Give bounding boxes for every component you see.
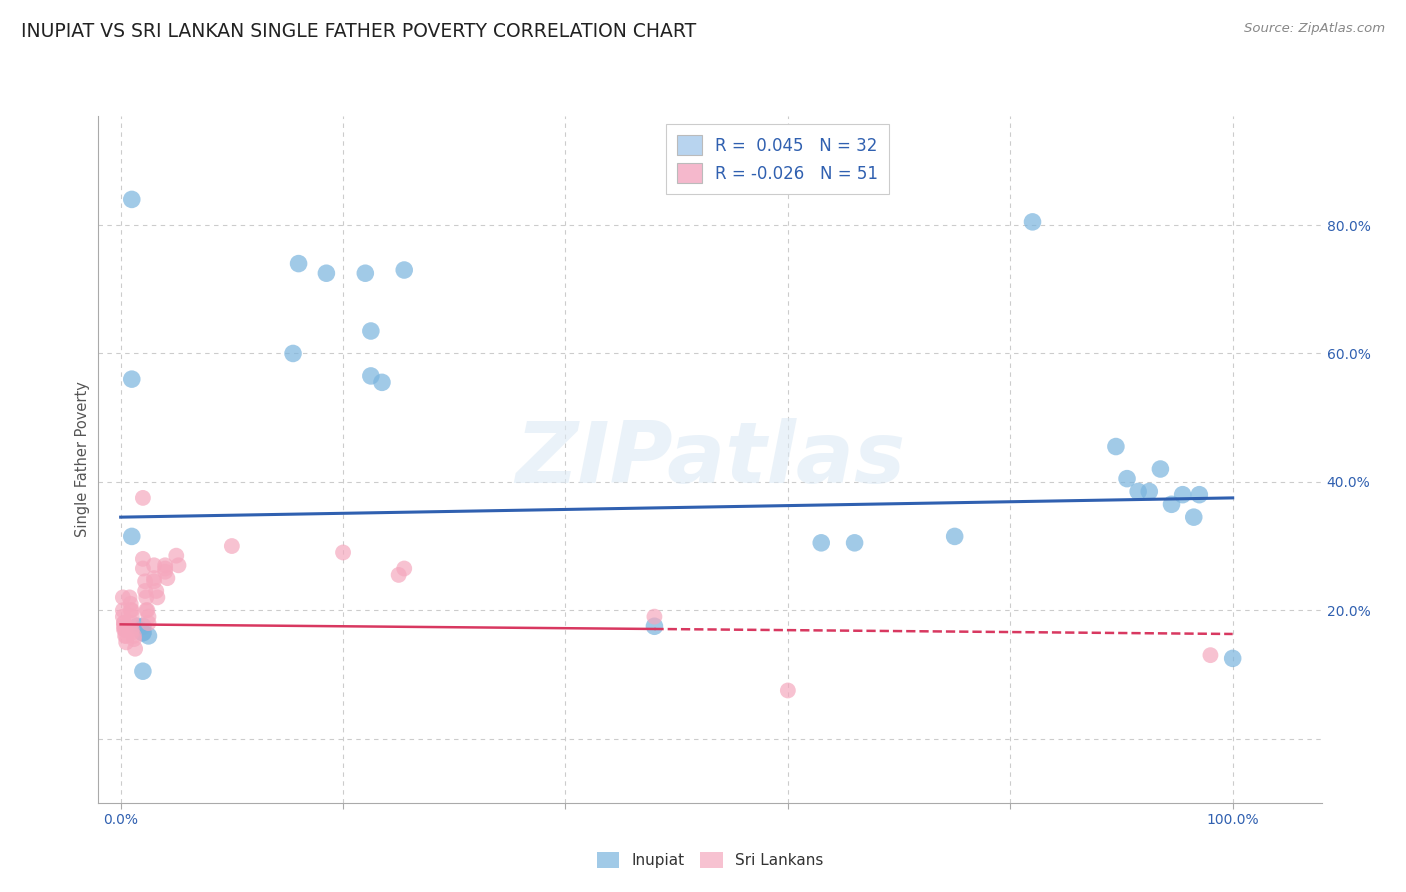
Point [134, 584, 156, 599]
Point [115, 629, 138, 643]
Point [124, 641, 146, 656]
Point [143, 571, 166, 585]
Point [121, 609, 143, 624]
Point [1116, 472, 1139, 486]
Point [1171, 488, 1194, 502]
Text: ZIPatlas: ZIPatlas [515, 417, 905, 501]
Point [1182, 510, 1205, 524]
Point [392, 561, 415, 575]
Point [844, 536, 866, 550]
Point [134, 574, 156, 589]
Point [111, 603, 134, 617]
Point [135, 591, 157, 605]
Point [371, 376, 394, 390]
Point [114, 629, 136, 643]
Point [165, 549, 187, 563]
Point [111, 609, 134, 624]
Point [122, 632, 145, 646]
Point [121, 623, 143, 637]
Point [132, 619, 155, 633]
Point [156, 571, 179, 585]
Legend: Inupiat, Sri Lankans: Inupiat, Sri Lankans [591, 846, 830, 874]
Point [121, 193, 143, 207]
Point [315, 266, 337, 280]
Point [360, 368, 382, 383]
Point [388, 568, 411, 582]
Point [120, 603, 142, 617]
Point [1137, 484, 1160, 499]
Point [1105, 440, 1128, 454]
Point [121, 625, 143, 640]
Point [132, 625, 155, 640]
Point [121, 372, 143, 386]
Point [1128, 484, 1150, 499]
Point [281, 346, 304, 360]
Point [112, 619, 135, 633]
Point [153, 558, 176, 573]
Point [132, 561, 155, 575]
Point [112, 616, 135, 631]
Point [1188, 488, 1211, 502]
Point [776, 683, 799, 698]
Point [146, 591, 169, 605]
Point [132, 625, 155, 640]
Point [112, 616, 135, 631]
Text: Source: ZipAtlas.com: Source: ZipAtlas.com [1244, 22, 1385, 36]
Point [121, 616, 143, 631]
Point [1222, 651, 1244, 665]
Point [138, 616, 160, 631]
Point [287, 257, 309, 271]
Point [138, 629, 160, 643]
Point [1160, 497, 1182, 511]
Point [135, 603, 157, 617]
Point [127, 619, 149, 633]
Point [354, 266, 377, 280]
Point [120, 597, 142, 611]
Point [121, 603, 143, 617]
Point [1199, 648, 1222, 662]
Point [115, 635, 138, 649]
Point [132, 552, 155, 566]
Point [360, 324, 382, 338]
Point [114, 623, 136, 637]
Point [121, 529, 143, 543]
Point [114, 623, 136, 637]
Point [643, 619, 665, 633]
Point [138, 609, 160, 624]
Point [153, 561, 176, 575]
Point [143, 574, 166, 589]
Point [118, 591, 141, 605]
Point [1021, 215, 1043, 229]
Point [145, 584, 167, 599]
Point [392, 263, 415, 277]
Point [122, 629, 145, 643]
Point [136, 603, 159, 617]
Point [332, 545, 354, 559]
Point [111, 591, 134, 605]
Point [643, 609, 665, 624]
Point [810, 536, 832, 550]
Point [153, 565, 176, 579]
Point [167, 558, 190, 573]
Point [943, 529, 966, 543]
Point [112, 623, 135, 637]
Y-axis label: Single Father Poverty: Single Father Poverty [75, 382, 90, 537]
Point [132, 491, 155, 505]
Point [132, 664, 155, 678]
Point [143, 558, 166, 573]
Point [1149, 462, 1171, 476]
Point [221, 539, 243, 553]
Text: INUPIAT VS SRI LANKAN SINGLE FATHER POVERTY CORRELATION CHART: INUPIAT VS SRI LANKAN SINGLE FATHER POVE… [21, 22, 696, 41]
